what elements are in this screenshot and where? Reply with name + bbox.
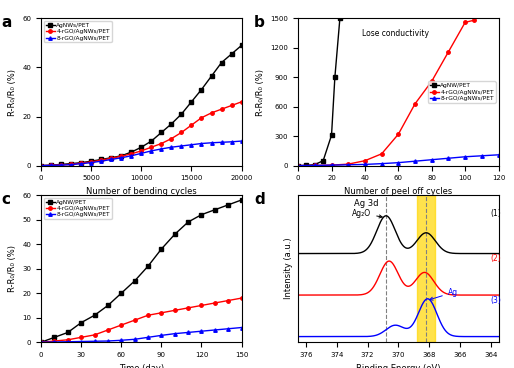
Text: (3): (3) xyxy=(491,296,502,305)
Y-axis label: R-R₀/R₀ (%): R-R₀/R₀ (%) xyxy=(256,68,265,116)
Text: (1): (1) xyxy=(491,209,502,218)
Text: Ag 3d: Ag 3d xyxy=(354,199,379,208)
Text: (2): (2) xyxy=(491,254,502,263)
Bar xyxy=(417,195,435,342)
Legend: AgNWs/PET, 4-rGO/AgNWs/PET, 8-rGO/AgNWs/PET: AgNWs/PET, 4-rGO/AgNWs/PET, 8-rGO/AgNWs/… xyxy=(44,21,112,42)
Text: d: d xyxy=(254,192,265,207)
X-axis label: Time (day): Time (day) xyxy=(119,364,164,368)
Legend: AgNW/PET, 4-rGO/AgNWs/PET, 8-rGO/AgNWs/PET: AgNW/PET, 4-rGO/AgNWs/PET, 8-rGO/AgNWs/P… xyxy=(428,81,495,103)
Text: Lose conductivity: Lose conductivity xyxy=(362,29,429,38)
X-axis label: Number of peel off cycles: Number of peel off cycles xyxy=(344,187,452,196)
Text: a: a xyxy=(1,15,11,31)
Y-axis label: R-R₀/R₀ (%): R-R₀/R₀ (%) xyxy=(8,68,17,116)
Legend: AgNW/PET, 4-rGO/AgNWs/PET, 8-rGO/AgNWs/PET: AgNW/PET, 4-rGO/AgNWs/PET, 8-rGO/AgNWs/P… xyxy=(44,198,112,219)
X-axis label: Number of bending cycles: Number of bending cycles xyxy=(86,187,197,196)
Y-axis label: Intensity (a.u.): Intensity (a.u.) xyxy=(284,238,292,300)
Text: b: b xyxy=(254,15,265,31)
Y-axis label: R-R₀/R₀ (%): R-R₀/R₀ (%) xyxy=(8,245,17,292)
X-axis label: Binding Energy (eV): Binding Energy (eV) xyxy=(356,364,440,368)
Text: Ag: Ag xyxy=(430,288,458,300)
Text: c: c xyxy=(1,192,10,207)
Text: Ag₂O: Ag₂O xyxy=(352,209,382,218)
